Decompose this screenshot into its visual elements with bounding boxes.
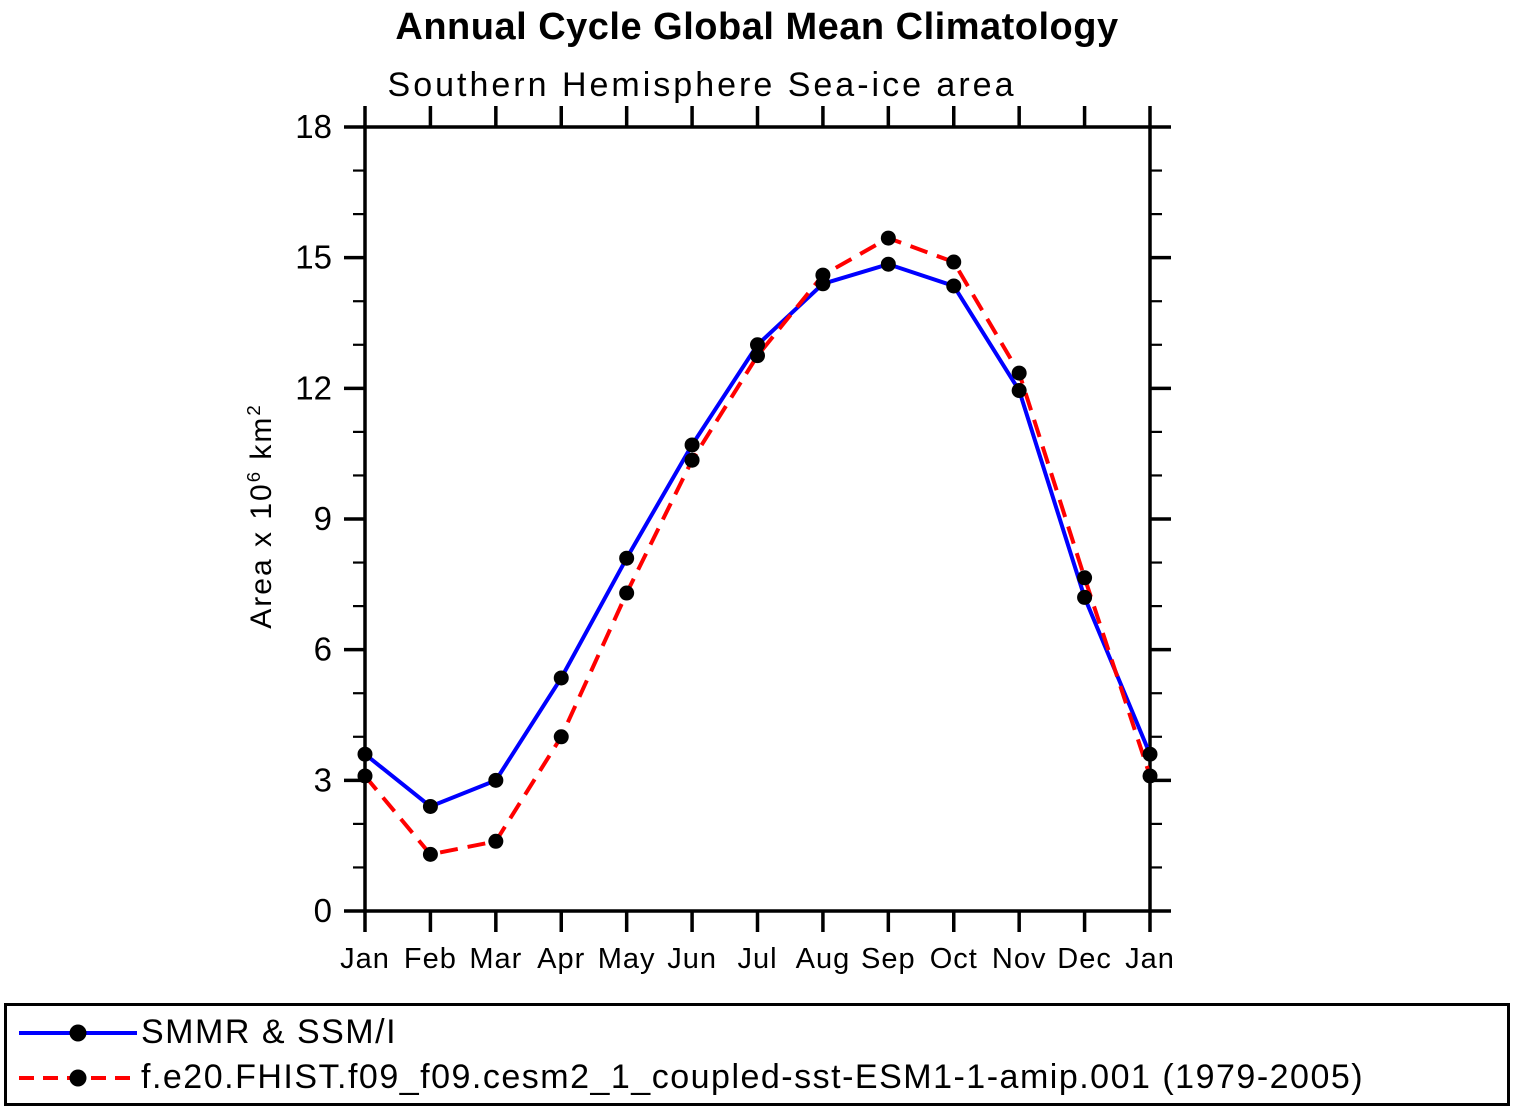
y-axis-tick-label: 18	[295, 108, 332, 145]
y-axis-tick-label: 6	[314, 631, 332, 668]
plot-area: Jan Feb Mar Apr May Jun Jul Aug Sep Oct Nov Dec Jan0…	[295, 106, 1175, 975]
axes-frame	[363, 125, 1152, 913]
data-point-marker-series-0	[619, 550, 635, 566]
data-point-marker-series-0	[1011, 383, 1027, 399]
data-point-marker-series-1	[1142, 768, 1158, 784]
data-point-marker-series-1	[488, 833, 504, 849]
data-point-marker-series-0	[946, 278, 962, 294]
x-axis-tick-label: May	[598, 943, 656, 975]
legend-item-model: f.e20.FHIST.f09_f09.cesm2_1_coupled-sst-…	[15, 1058, 1364, 1097]
x-axis-tick-label: Jan	[340, 943, 390, 975]
data-point-marker-series-1	[422, 846, 438, 862]
data-point-marker-series-1	[880, 230, 896, 246]
x-axis-tick-label: Oct	[930, 943, 978, 975]
legend-dashed-line-sample	[19, 1069, 137, 1086]
data-point-marker-series-1	[815, 267, 831, 283]
x-axis-tick-label: Feb	[404, 943, 457, 975]
data-point-marker-series-0	[1077, 589, 1093, 605]
series-line-1	[363, 235, 1152, 857]
x-axis-tick-label: Jan	[1125, 943, 1175, 975]
data-point-marker-series-1	[357, 768, 373, 784]
legend-marker-dot	[69, 1024, 87, 1041]
x-axis-tick-label: Nov	[992, 943, 1047, 975]
x-axis-tick-label: Apr	[537, 943, 585, 975]
y-axis-tick-label: 0	[314, 892, 332, 929]
y-axis-tick-label: 15	[295, 239, 332, 276]
legend-marker-dot	[69, 1069, 87, 1086]
y-axis-tick-label: 12	[295, 369, 332, 406]
data-point-marker-series-1	[619, 585, 635, 601]
x-axis-tick-label: Aug	[796, 943, 851, 975]
data-point-marker-series-1	[946, 254, 962, 270]
data-point-marker-series-0	[488, 772, 504, 788]
data-point-marker-series-1	[553, 729, 569, 745]
data-point-marker-series-0	[1142, 746, 1158, 762]
x-axis-tick-label: Mar	[469, 943, 522, 975]
data-point-marker-series-0	[880, 256, 896, 272]
legend-box: SMMR & SSM/I f.e20.FHIST.f09_f09.cesm2_1…	[4, 1003, 1510, 1106]
data-point-marker-series-1	[1011, 365, 1027, 381]
data-point-marker-series-1	[750, 348, 765, 364]
x-axis-tick-label: Dec	[1057, 943, 1112, 975]
legend-label-observations: SMMR & SSM/I	[141, 1013, 398, 1051]
data-point-marker-series-1	[684, 452, 700, 468]
legend-solid-line-sample	[19, 1024, 137, 1041]
legend-item-observations: SMMR & SSM/I	[15, 1013, 397, 1052]
data-point-marker-series-0	[750, 337, 765, 353]
data-point-marker-series-0	[422, 798, 438, 814]
chart-title: Annual Cycle Global Mean Climatology	[395, 6, 1119, 48]
data-point-marker-series-1	[1077, 570, 1093, 586]
data-point-marker-series-0	[553, 670, 569, 686]
data-point-marker-series-0	[684, 437, 700, 453]
y-axis-tick-label: 9	[314, 500, 332, 537]
chart-subtitle: Southern Hemisphere Sea-ice area	[387, 66, 1017, 104]
data-point-marker-series-0	[357, 746, 373, 762]
x-axis-tick-label: Jun	[667, 943, 717, 975]
x-axis-tick-label: Jul	[737, 943, 777, 975]
legend-label-model: f.e20.FHIST.f09_f09.cesm2_1_coupled-sst-…	[141, 1058, 1365, 1096]
y-axis-tick-label: 3	[314, 761, 332, 798]
x-axis-tick-label: Sep	[861, 943, 916, 975]
